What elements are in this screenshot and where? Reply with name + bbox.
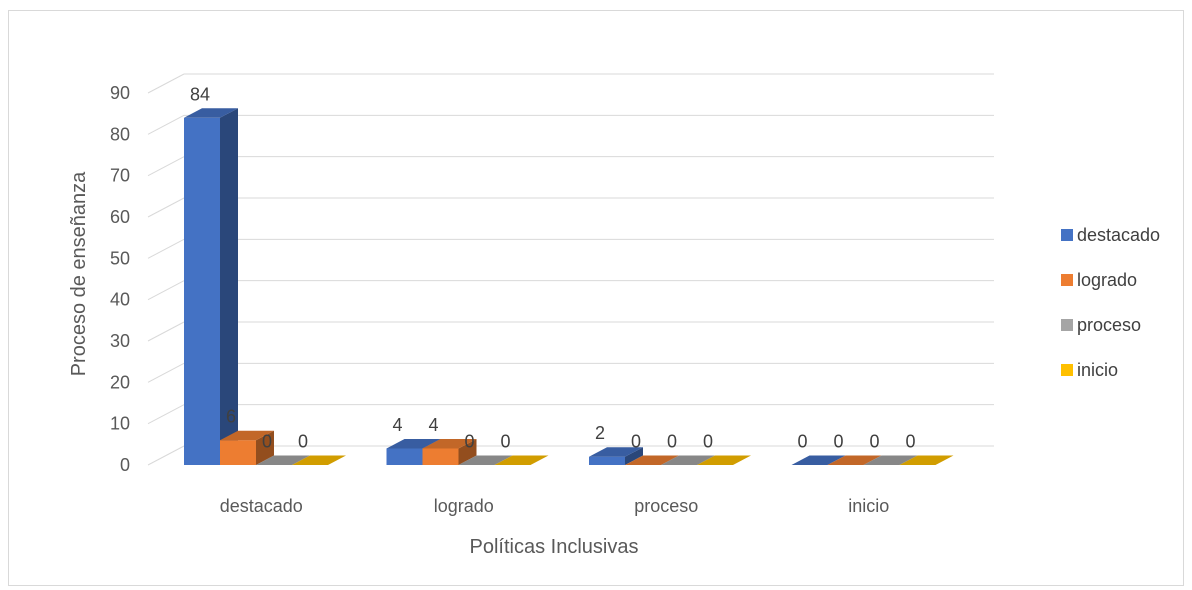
bar-front bbox=[386, 448, 423, 465]
gridline-diag bbox=[147, 321, 185, 342]
legend-swatch bbox=[1061, 319, 1073, 331]
bar-top bbox=[292, 455, 346, 465]
bar bbox=[589, 447, 643, 465]
legend-item: proceso bbox=[1061, 315, 1141, 335]
legend-label: destacado bbox=[1077, 225, 1160, 245]
gridline-diag bbox=[147, 156, 185, 177]
x-axis-title: Políticas Inclusivas bbox=[470, 536, 639, 558]
x-tick-label: inicio bbox=[848, 496, 889, 516]
gridline-diag bbox=[147, 445, 185, 466]
data-label: 4 bbox=[393, 415, 403, 435]
gridline-diag bbox=[147, 362, 185, 383]
x-category-labels: destacado logrado proceso inicio bbox=[220, 496, 890, 516]
data-label: 0 bbox=[667, 432, 677, 452]
legend-swatch bbox=[1061, 364, 1073, 376]
x-tick-label: logrado bbox=[434, 496, 494, 516]
legend-item: destacado bbox=[1061, 225, 1160, 245]
bar-top bbox=[220, 430, 274, 441]
bar-side bbox=[220, 108, 238, 466]
gridline-diag bbox=[147, 404, 185, 425]
bar-top bbox=[184, 108, 238, 118]
data-label: 0 bbox=[870, 432, 880, 452]
y-tick-label: 50 bbox=[110, 248, 130, 268]
bar-side bbox=[458, 438, 477, 465]
data-label: 0 bbox=[798, 432, 808, 452]
y-tick-label: 10 bbox=[110, 414, 130, 434]
bar bbox=[422, 438, 477, 465]
legend-item: logrado bbox=[1061, 270, 1137, 290]
data-label: 4 bbox=[429, 415, 439, 435]
bar-side bbox=[625, 447, 643, 465]
y-tick-label: 30 bbox=[110, 331, 130, 351]
y-tick-labels: 0 10 20 30 40 50 60 70 80 90 bbox=[110, 83, 130, 475]
gridline-diag bbox=[147, 114, 185, 135]
data-label: 0 bbox=[262, 432, 272, 452]
bar-top bbox=[422, 438, 477, 449]
x-tick-label: destacado bbox=[220, 496, 303, 516]
gridlines bbox=[147, 73, 994, 466]
bar bbox=[184, 108, 238, 466]
data-label: 0 bbox=[501, 432, 511, 452]
data-label: 0 bbox=[834, 432, 844, 452]
data-label: 0 bbox=[298, 432, 308, 452]
data-label: 0 bbox=[465, 432, 475, 452]
x-tick-label: proceso bbox=[634, 496, 698, 516]
y-tick-label: 20 bbox=[110, 372, 130, 392]
data-label: 0 bbox=[906, 432, 916, 452]
bar-front bbox=[422, 448, 459, 465]
gridline-diag bbox=[147, 238, 185, 259]
legend: destacado logrado proceso inicio bbox=[1061, 225, 1160, 380]
y-tick-label: 60 bbox=[110, 207, 130, 227]
bar bbox=[899, 455, 954, 465]
y-tick-label: 40 bbox=[110, 290, 130, 310]
legend-label: logrado bbox=[1077, 270, 1137, 290]
bar-front bbox=[220, 440, 256, 465]
legend-label: inicio bbox=[1077, 360, 1118, 380]
y-axis-title: Proceso de enseñanza bbox=[68, 171, 90, 376]
bar-top bbox=[494, 455, 549, 465]
data-label: 84 bbox=[190, 84, 210, 104]
legend-swatch bbox=[1061, 274, 1073, 286]
bar bbox=[494, 455, 549, 465]
gridline-diag bbox=[147, 280, 185, 301]
legend-label: proceso bbox=[1077, 315, 1141, 335]
bar-top bbox=[899, 455, 954, 465]
bars bbox=[184, 108, 954, 466]
bar-top bbox=[697, 455, 751, 465]
data-label: 0 bbox=[703, 432, 713, 452]
data-label: 0 bbox=[631, 432, 641, 452]
data-labels: 84 6 0 0 4 4 0 0 2 0 0 0 0 0 0 0 bbox=[190, 84, 916, 451]
data-label: 2 bbox=[595, 423, 605, 443]
y-tick-label: 70 bbox=[110, 166, 130, 186]
bar bbox=[220, 430, 274, 465]
bar bbox=[292, 455, 346, 465]
gridline-diag bbox=[147, 73, 185, 94]
bar bbox=[697, 455, 751, 465]
y-tick-label: 90 bbox=[110, 83, 130, 103]
y-tick-label: 0 bbox=[120, 455, 130, 475]
data-label: 6 bbox=[226, 407, 236, 427]
legend-item: inicio bbox=[1061, 360, 1118, 380]
gridline-diag bbox=[147, 197, 185, 218]
bar-side bbox=[256, 430, 274, 465]
legend-swatch bbox=[1061, 229, 1073, 241]
bar-front bbox=[589, 456, 625, 465]
bar-top bbox=[589, 447, 643, 457]
y-tick-label: 80 bbox=[110, 124, 130, 144]
bar-front bbox=[184, 117, 220, 466]
